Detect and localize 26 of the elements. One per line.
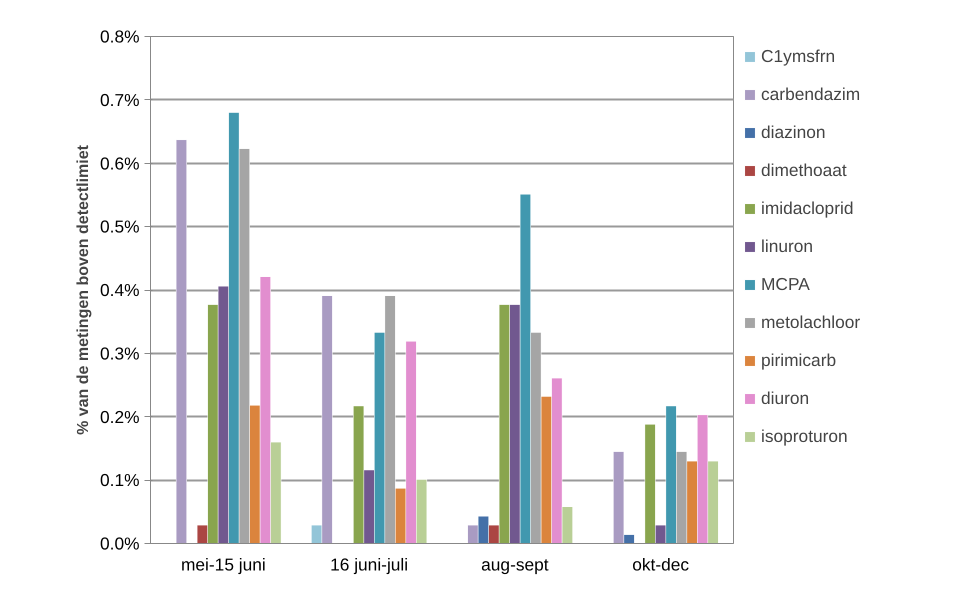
y-axis-title: % van de metingen boven detectlimiet (75, 144, 92, 435)
y-tick-label: 0.5% (100, 216, 140, 237)
y-tick-label: 0.8% (100, 26, 140, 46)
x-tick-label: aug-sept (481, 554, 549, 574)
bar (176, 140, 187, 544)
legend-label: C1ymsfrn (761, 46, 836, 67)
legend-label: linuron (761, 236, 814, 257)
y-tick-label: 0.1% (100, 470, 140, 490)
y-tick-label: 0.3% (100, 343, 140, 364)
y-tick-label: 0.0% (100, 534, 140, 554)
legend-label: carbendazim (761, 84, 860, 105)
x-tick-label: 16 juni-juli (330, 554, 408, 574)
legend-label: imidacloprid (761, 198, 854, 219)
legend-label: dimethoaat (761, 160, 847, 181)
y-tick-label: 0.4% (100, 280, 140, 300)
legend-label: diuron (761, 388, 810, 409)
legend-label: MCPA (761, 274, 810, 295)
y-tick-label: 0.6% (100, 153, 140, 174)
legend-label: diazinon (761, 122, 826, 143)
x-tick-label: okt-dec (632, 554, 690, 574)
legend-label: metolachloor (761, 312, 860, 333)
legend-label: pirimicarb (761, 350, 836, 371)
y-tick-label: 0.2% (100, 406, 140, 427)
y-tick-label: 0.7% (100, 90, 140, 110)
x-tick-label: mei-15 juni (181, 554, 266, 574)
legend-label: isoproturon (761, 426, 848, 447)
